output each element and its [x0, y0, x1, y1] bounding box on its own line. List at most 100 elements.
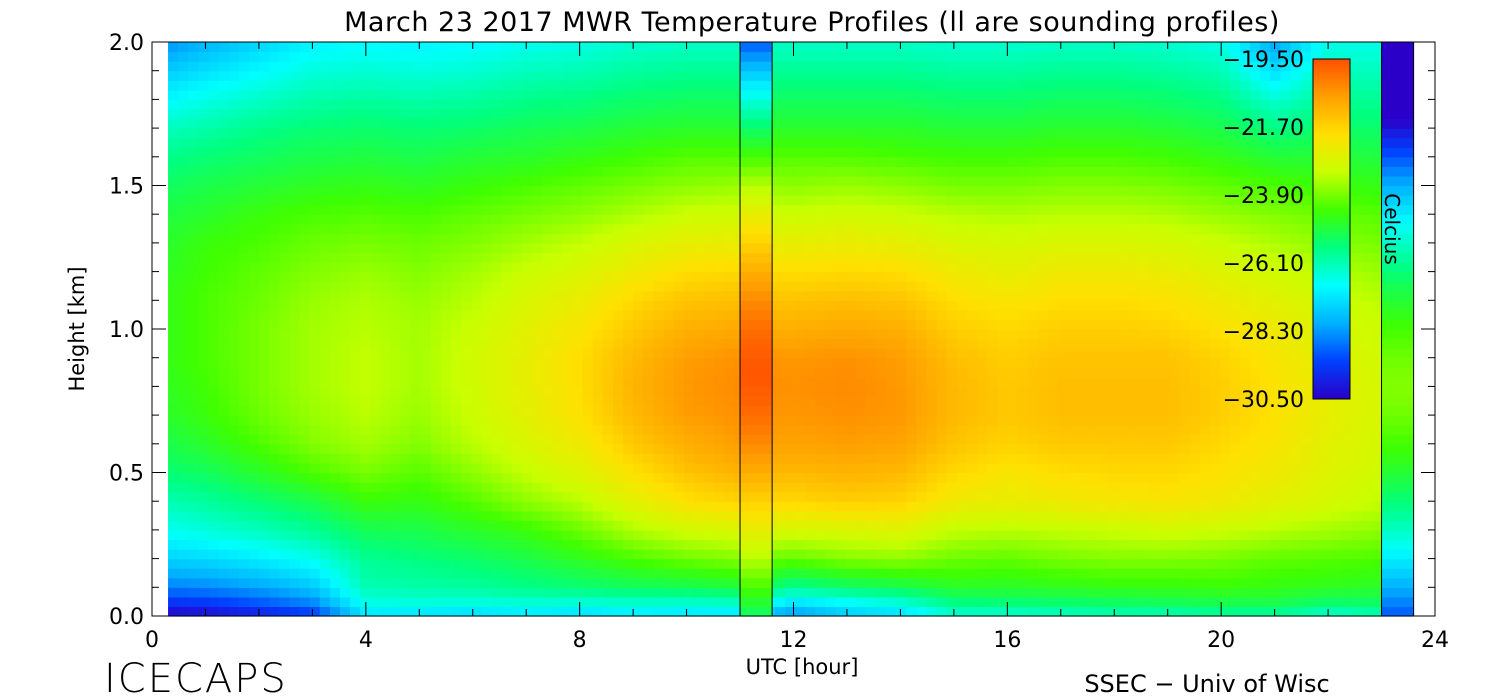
- heatmap-cell: [987, 70, 998, 81]
- heatmap-cell: [977, 319, 988, 330]
- heatmap-cell: [339, 587, 351, 598]
- heatmap-cell: [390, 367, 402, 378]
- heatmap-cell: [481, 42, 493, 53]
- heatmap-cell: [916, 395, 928, 407]
- heatmap-cell: [370, 242, 381, 254]
- heatmap-cell: [168, 491, 179, 502]
- heatmap-cell: [633, 520, 644, 531]
- heatmap-cell: [400, 434, 412, 445]
- heatmap-cell: [420, 577, 432, 588]
- heatmap-cell: [835, 539, 847, 550]
- heatmap-cell: [592, 290, 604, 301]
- heatmap-cell: [208, 166, 220, 177]
- heatmap-cell: [673, 501, 685, 512]
- heatmap-cell: [805, 223, 816, 234]
- heatmap-cell: [612, 386, 624, 397]
- heatmap-cell: [916, 214, 928, 225]
- heatmap-cell: [461, 329, 473, 340]
- heatmap-cell: [491, 472, 503, 483]
- heatmap-cell: [896, 367, 907, 378]
- heatmap-cell: [309, 137, 321, 148]
- heatmap-cell: [865, 520, 877, 531]
- heatmap-cell: [329, 242, 341, 254]
- heatmap-cell: [198, 242, 210, 254]
- heatmap-cell: [451, 80, 462, 91]
- heatmap-cell: [178, 166, 189, 177]
- heatmap-cell: [188, 204, 199, 215]
- heatmap-cell: [360, 510, 371, 521]
- heatmap-cell: [400, 70, 412, 81]
- heatmap-cell: [178, 482, 189, 493]
- heatmap-cell: [521, 204, 533, 215]
- heatmap-cell: [168, 376, 179, 387]
- heatmap-cell: [420, 156, 432, 167]
- heatmap-cell: [491, 501, 503, 512]
- heatmap-cell: [643, 338, 655, 349]
- heatmap-cell: [228, 472, 240, 483]
- heatmap-cell: [956, 185, 968, 196]
- heatmap-cell: [380, 300, 392, 311]
- heatmap-cell: [865, 281, 877, 292]
- heatmap-cell: [420, 596, 432, 608]
- heatmap-cell: [784, 128, 796, 139]
- heatmap-cell: [238, 42, 250, 53]
- heatmap-cell: [461, 51, 473, 62]
- heatmap-cell: [936, 405, 948, 416]
- heatmap-cell: [987, 242, 998, 254]
- heatmap-cell: [795, 89, 806, 100]
- heatmap-cell: [501, 462, 513, 474]
- heatmap-cell: [582, 549, 594, 560]
- heatmap-cell: [906, 242, 917, 254]
- heatmap-cell: [380, 577, 392, 588]
- heatmap-cell: [521, 357, 533, 368]
- heatmap-cell: [168, 204, 179, 215]
- heatmap-cell: [643, 329, 655, 340]
- heatmap-cell: [511, 453, 523, 464]
- heatmap-cell: [491, 99, 503, 110]
- heatmap-cell: [845, 453, 857, 464]
- heatmap-cell: [501, 42, 513, 53]
- heatmap-cell: [562, 89, 574, 100]
- heatmap-cell: [845, 482, 857, 493]
- heatmap-cell: [926, 386, 938, 397]
- heatmap-cell: [299, 99, 311, 110]
- heatmap-cell: [946, 166, 958, 177]
- heatmap-cell: [582, 185, 594, 196]
- heatmap-cell: [865, 587, 877, 598]
- heatmap-cell: [896, 348, 907, 359]
- heatmap-cell: [845, 415, 857, 426]
- heatmap-cell: [521, 214, 533, 225]
- heatmap-cell: [461, 271, 473, 282]
- heatmap-cell: [441, 128, 452, 139]
- heatmap-cell: [380, 348, 392, 359]
- heatmap-cell: [865, 128, 877, 139]
- heatmap-cell: [774, 529, 786, 541]
- heatmap-cell: [633, 367, 644, 378]
- heatmap-cell: [572, 443, 584, 454]
- heatmap-cell: [400, 80, 412, 91]
- heatmap-cell: [188, 233, 199, 244]
- heatmap-cell: [410, 357, 422, 368]
- heatmap-cell: [279, 166, 290, 177]
- heatmap-cell: [693, 510, 705, 521]
- heatmap-cell: [997, 549, 1008, 560]
- heatmap-cell: [471, 434, 483, 445]
- heatmap-cell: [926, 51, 938, 62]
- heatmap-cell: [946, 309, 958, 321]
- heatmap-cell: [532, 290, 543, 301]
- heatmap-cell: [269, 223, 280, 234]
- heatmap-cell: [875, 329, 887, 340]
- heatmap-cell: [269, 99, 280, 110]
- heatmap-cell: [511, 175, 523, 187]
- heatmap-cell: [420, 510, 432, 521]
- heatmap-cell: [319, 482, 331, 493]
- heatmap-cell: [471, 42, 483, 53]
- heatmap-cell: [269, 175, 280, 187]
- heatmap-cell: [532, 61, 543, 72]
- heatmap-cell: [693, 51, 705, 62]
- heatmap-cell: [704, 89, 715, 100]
- heatmap-cell: [218, 223, 230, 234]
- heatmap-cell: [521, 137, 533, 148]
- heatmap-cell: [987, 386, 998, 397]
- heatmap-cell: [916, 147, 928, 158]
